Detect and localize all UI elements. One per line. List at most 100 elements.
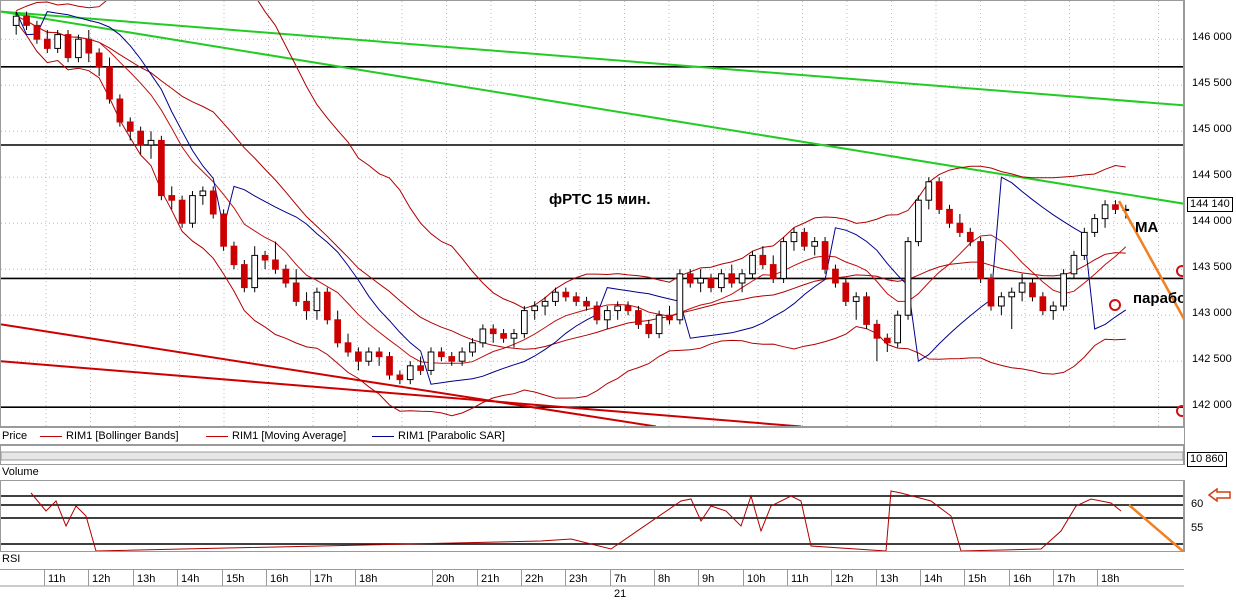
candle-body <box>292 282 300 302</box>
time-tick-label: 17h <box>314 573 333 585</box>
candle-body <box>800 231 808 247</box>
candle-body <box>987 277 995 307</box>
time-tick-mark <box>698 570 699 586</box>
candle-body <box>85 38 93 54</box>
candle-body <box>386 356 393 376</box>
bollinger-upper-line <box>15 1 1126 310</box>
rsi-label: RSI <box>2 553 21 565</box>
volume-pane[interactable] <box>0 445 1184 465</box>
candle-body <box>220 213 227 247</box>
price-tick-label: 146 000 <box>1192 31 1232 44</box>
price-tick-label: 145 500 <box>1192 77 1232 90</box>
rsi-pane[interactable] <box>0 480 1184 552</box>
candle-body <box>842 282 850 302</box>
time-tick-mark <box>654 570 655 586</box>
price-axis: 146 000 145 500 145 000 144 500 144 000 143 5… <box>1184 0 1236 427</box>
candle-body <box>1112 204 1119 210</box>
time-tick-mark <box>177 570 178 586</box>
forecast-arrow <box>1117 200 1183 320</box>
candle-body <box>54 34 62 49</box>
candle-body <box>313 291 321 312</box>
time-tick-label: 20h <box>436 573 455 585</box>
candle-body <box>562 291 570 298</box>
price-tick-label: 145 000 <box>1192 123 1232 136</box>
candle-body <box>137 130 144 146</box>
candle-body <box>12 15 20 26</box>
candle-body <box>375 351 383 358</box>
candle-body <box>106 66 113 100</box>
time-tick-label: 12h <box>92 573 111 585</box>
rsi-forecast-arrow <box>1128 504 1183 551</box>
candle-body <box>541 300 549 307</box>
time-tick-label: 13h <box>880 573 899 585</box>
candle-body <box>126 121 134 132</box>
candle-body <box>624 305 632 312</box>
candle-body <box>1018 282 1026 293</box>
bollinger-lower-line <box>15 21 1126 417</box>
candle-body <box>883 337 891 344</box>
candle-body <box>344 342 352 353</box>
price-tick-label: 144 500 <box>1192 169 1232 182</box>
candle-body <box>75 38 82 59</box>
rsi-chart <box>1 490 1183 551</box>
candle-body <box>303 300 310 312</box>
price-tick-label: 142 000 <box>1192 399 1232 412</box>
time-tick-mark <box>964 570 965 586</box>
time-tick-mark <box>831 570 832 586</box>
level-marker-circle <box>1176 405 1183 417</box>
candle-body <box>676 273 684 321</box>
candle-body <box>1070 254 1078 275</box>
legend-price: Price <box>2 430 28 442</box>
candle-body <box>272 259 279 270</box>
rsi-tick-55: 55 <box>1191 522 1204 534</box>
level-marker-circle <box>1176 265 1183 277</box>
volume-chart <box>1 451 1183 461</box>
green-trendline-upper <box>1 10 1183 107</box>
time-tick-label: 16h <box>1013 573 1032 585</box>
candle-body <box>43 38 51 49</box>
time-tick-mark <box>1009 570 1010 586</box>
time-tick-label: 12h <box>835 573 854 585</box>
price-tick-label: 143 500 <box>1192 261 1232 274</box>
price-pane[interactable]: фРТС 15 мин. MA параболик <box>0 0 1184 427</box>
rsi-tick-60: 60 <box>1191 498 1204 510</box>
legend-bollinger-swatch <box>40 435 62 437</box>
candle-body <box>209 190 217 215</box>
candle-body <box>614 305 622 312</box>
candle-body <box>769 264 777 279</box>
rsi-line <box>30 490 1122 551</box>
candle-body <box>230 245 238 266</box>
time-tick-label: 13h <box>137 573 156 585</box>
price-tick-label: 144 000 <box>1192 215 1232 228</box>
time-tick-label: 7h <box>614 573 627 585</box>
candle-body <box>718 273 725 289</box>
legend-bollinger: RIM1 [Bollinger Bands] <box>40 430 179 442</box>
time-tick-mark <box>920 570 921 586</box>
legend-sar-swatch <box>372 435 394 437</box>
candle-body <box>520 310 528 335</box>
time-tick-label: 23h <box>569 573 588 585</box>
candle-body <box>686 273 694 284</box>
time-tick-label: 9h <box>702 573 715 585</box>
time-tick-mark <box>88 570 89 586</box>
time-tick-label: 10h <box>747 573 766 585</box>
candle-body <box>915 199 922 243</box>
candle-body <box>811 241 819 247</box>
time-tick-label: 22h <box>525 573 544 585</box>
sar-marker-circle <box>1109 299 1121 311</box>
volume-tag: 10 860 <box>1187 452 1227 467</box>
chart-title: фРТС 15 мин. <box>549 191 651 208</box>
legend-moving-average: RIM1 [Moving Average] <box>206 430 346 442</box>
candle-body <box>178 199 186 224</box>
candle-body <box>510 333 518 339</box>
chart-legend: Price RIM1 [Bollinger Bands] RIM1 [Movin… <box>0 427 1184 445</box>
candle-body <box>904 241 912 316</box>
time-tick-label: 14h <box>181 573 200 585</box>
candle-body <box>645 323 653 335</box>
time-tick-mark <box>310 570 311 586</box>
candle-body <box>1049 305 1057 312</box>
time-tick-mark <box>266 570 267 586</box>
last-price-tag: 144 140 <box>1187 197 1233 212</box>
legend-bollinger-label: RIM1 [Bollinger Bands] <box>66 430 179 442</box>
time-tick-label: 15h <box>968 573 987 585</box>
